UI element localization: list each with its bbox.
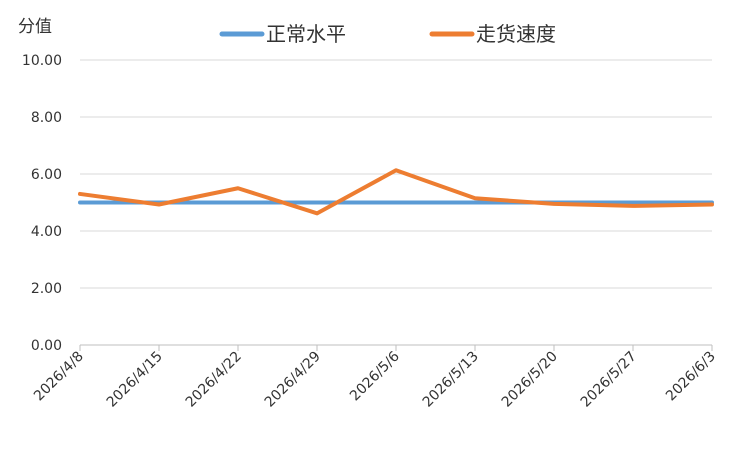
x-tick-label: 2026/4/22 — [183, 349, 245, 411]
data-point-2-9 — [712, 204, 713, 205]
data-point-1-8 — [633, 202, 634, 203]
legend-label-2: 走货速度 — [476, 22, 556, 46]
data-point-1-6 — [475, 202, 476, 203]
y-tick-label: 10.00 — [22, 53, 62, 69]
data-point-2-4 — [317, 213, 318, 214]
data-point-2-3 — [238, 188, 239, 189]
x-tick-label: 2026/6/3 — [663, 349, 719, 405]
data-point-2-8 — [633, 205, 634, 206]
data-point-1-1 — [80, 202, 81, 203]
x-axis-ticks: 2026/4/8 2026/4/15 2026/4/22 2026/4/29 2026/… — [31, 345, 719, 411]
data-point-1-4 — [317, 202, 318, 203]
x-tick-label: 2026/5/27 — [578, 349, 640, 411]
legend: 正常水平 走货速度 — [219, 22, 556, 46]
y-axis-title: 分值 — [18, 17, 52, 37]
x-tick-label: 2026/4/8 — [31, 349, 87, 405]
data-point-1-3 — [238, 202, 239, 203]
x-tick-label: 2026/4/15 — [104, 349, 166, 411]
x-tick-label: 2026/5/13 — [420, 349, 482, 411]
y-tick-label: 8.00 — [31, 110, 62, 126]
y-tick-label: 0.00 — [31, 338, 62, 354]
x-tick-label: 2026/5/20 — [499, 349, 561, 411]
y-tick-label: 6.00 — [31, 167, 62, 183]
series-lines — [78, 168, 714, 216]
y-axis-ticks: 0.00 2.00 4.00 6.00 8.00 10.00 — [22, 53, 62, 354]
x-tick-label: 2026/5/6 — [347, 348, 403, 404]
data-point-2-2 — [159, 204, 160, 205]
series-line-2 — [78, 168, 714, 216]
y-tick-label: 2.00 — [31, 281, 62, 297]
data-point-2-7 — [554, 203, 555, 204]
data-point-1-5 — [396, 202, 397, 203]
data-point-2-1 — [80, 193, 81, 194]
data-point-2-5 — [396, 170, 397, 171]
data-point-2-6 — [475, 198, 476, 199]
y-tick-label: 4.00 — [31, 224, 62, 240]
x-tick-label: 2026/4/29 — [262, 349, 324, 411]
legend-label-1: 正常水平 — [266, 22, 346, 46]
